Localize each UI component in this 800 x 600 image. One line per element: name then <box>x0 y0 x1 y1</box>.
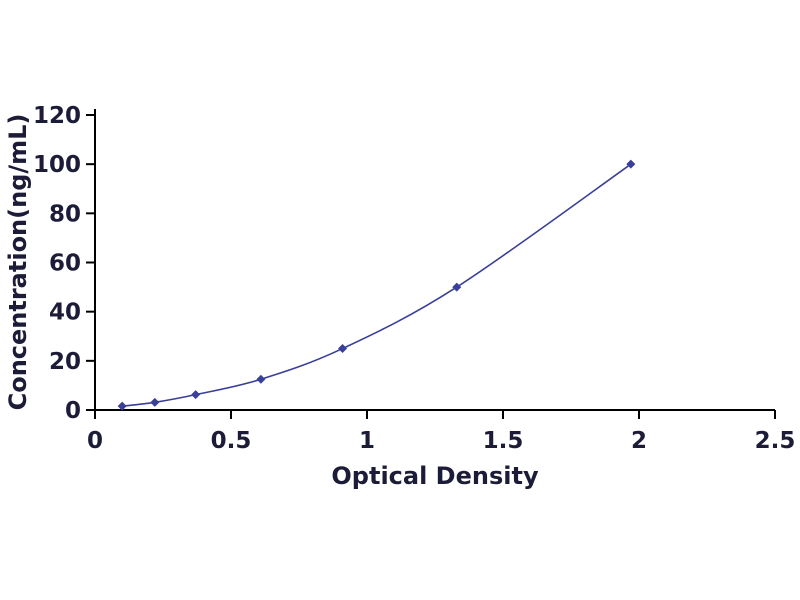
x-axis-title: Optical Density <box>331 462 539 490</box>
y-tick-label: 80 <box>49 201 81 227</box>
plot-area: 0 0.5 1 1.5 2 2.5 0 20 40 60 80 100 120 <box>33 103 795 454</box>
y-tick-label: 0 <box>65 398 81 424</box>
y-tick-label: 100 <box>33 152 81 178</box>
x-tick-label: 2 <box>631 428 647 454</box>
standard-curve-line <box>122 163 632 407</box>
y-axis-title: Concentration(ng/mL) <box>4 114 32 411</box>
y-tick-label: 120 <box>33 103 81 129</box>
x-tick-label: 2.5 <box>755 428 796 454</box>
y-tick-label: 40 <box>49 300 81 326</box>
data-point-marker <box>452 282 462 292</box>
y-tick-label: 60 <box>49 251 81 277</box>
data-point-marker <box>117 401 127 411</box>
y-tick-label: 20 <box>49 349 81 375</box>
x-tick-label: 0.5 <box>211 428 252 454</box>
data-point-marker <box>338 344 348 354</box>
x-tick-label: 1.5 <box>483 428 524 454</box>
data-point-marker <box>626 159 636 169</box>
data-point-marker <box>191 390 201 400</box>
x-tick-label: 1 <box>359 428 375 454</box>
data-point-marker <box>150 397 160 407</box>
data-point-marker <box>256 374 266 384</box>
x-tick-label: 0 <box>87 428 103 454</box>
